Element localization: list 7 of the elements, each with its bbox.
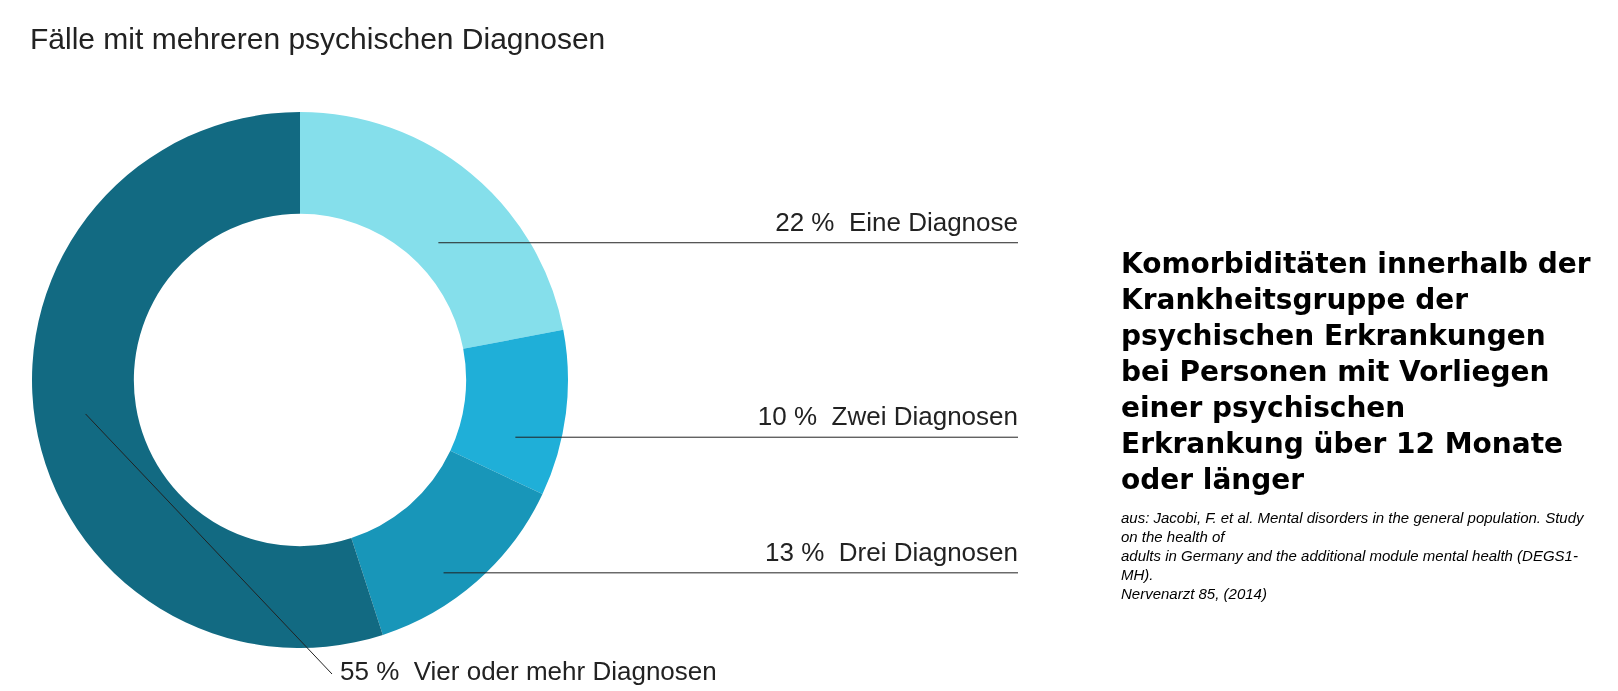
text: Komorbiditäten innerhalb der Krankheitsgruppe der psychischen Erkrankungen bei Personen mit Vorliegen einer psychischen Erkrankung über 12 Monate oder länger (1121, 246, 1591, 498)
slice-label: 55 % Vier oder mehr Diagnosen (340, 656, 717, 686)
slice-label: 13 % Drei Diagnosen (765, 536, 1018, 567)
slice-label: 10 % Zwei Diagnosen (757, 401, 1018, 432)
chart-title: Fälle mit mehreren psychischen Diagnosen (30, 22, 606, 56)
text: aus: Jacobi, F. et al. Mental disorders in the general population. Study on the health of adults in Germany and the additional module mental health (DEGS1-MH). Nervenarzt 85, (2014) (1121, 508, 1585, 603)
slice-label: 22 % Eine Diagnose (775, 206, 1018, 237)
